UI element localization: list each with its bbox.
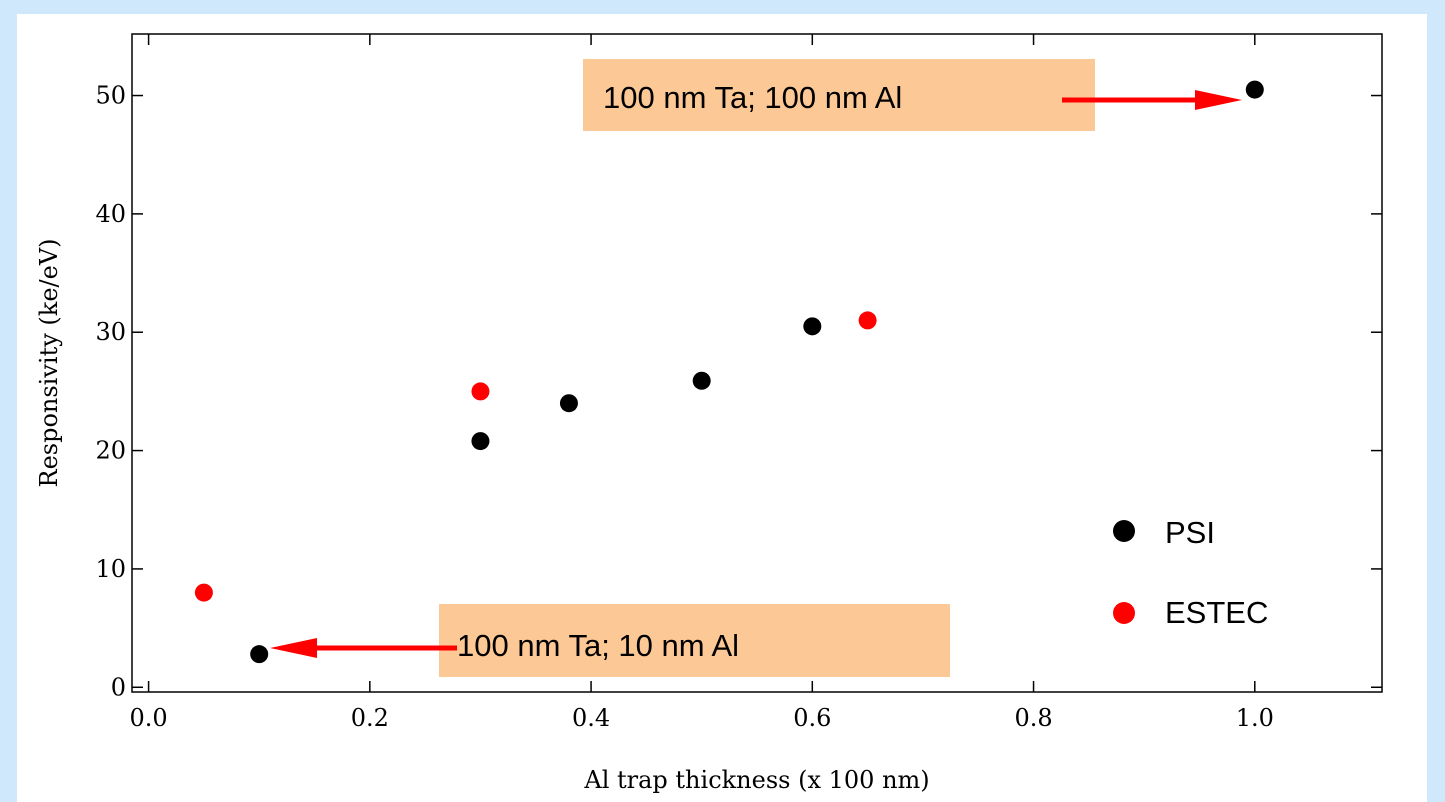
data-point-estec <box>471 382 490 401</box>
scatter-chart: 0.0 0.2 0.4 0.6 0.8 1.0 0 10 20 30 40 50 100 nm Ta… <box>35 33 1383 794</box>
y-tick-label: 20 <box>95 437 126 465</box>
x-tick-label: 0.6 <box>793 704 831 732</box>
y-axis-ticks: 0 10 20 30 40 50 <box>95 82 1382 701</box>
annotation-bottom-text: 100 nm Ta; 10 nm Al <box>457 628 739 663</box>
legend-label-estec: ESTEC <box>1165 595 1268 630</box>
annotation-bottom-arrowhead <box>270 638 317 658</box>
legend-marker-estec <box>1113 602 1135 624</box>
y-tick-label: 40 <box>95 200 126 228</box>
annotation-top-box <box>583 59 1095 131</box>
annotation-top-text: 100 nm Ta; 100 nm Al <box>603 80 902 115</box>
legend-label-psi: PSI <box>1165 515 1215 550</box>
data-point-psi <box>471 432 490 451</box>
y-tick-label: 0 <box>111 673 126 701</box>
data-point-estec <box>858 311 877 330</box>
annotation-top: 100 nm Ta; 100 nm Al <box>583 59 1242 131</box>
y-tick-label: 10 <box>95 555 126 583</box>
chart-panel: 0.0 0.2 0.4 0.6 0.8 1.0 0 10 20 30 40 50 100 nm Ta… <box>17 14 1427 802</box>
data-point-psi <box>692 371 711 390</box>
annotation-bottom-box <box>439 604 950 677</box>
y-axis-title: Responsivity (ke/eV) <box>35 238 63 487</box>
data-point-psi <box>803 317 822 336</box>
annotation-bottom: 100 nm Ta; 10 nm Al <box>270 604 950 677</box>
y-tick-label: 30 <box>95 318 126 346</box>
x-tick-label: 0.8 <box>1014 704 1052 732</box>
plot-frame <box>131 33 1383 693</box>
x-tick-label: 1.0 <box>1236 704 1274 732</box>
data-point-estec <box>194 583 213 602</box>
data-point-psi <box>250 645 269 664</box>
data-points <box>194 80 1264 664</box>
legend: PSI ESTEC <box>1113 515 1268 630</box>
legend-marker-psi <box>1113 520 1135 542</box>
x-axis-ticks: 0.0 0.2 0.4 0.6 0.8 1.0 <box>130 34 1274 732</box>
y-tick-label: 50 <box>95 82 126 110</box>
x-tick-label: 0.0 <box>130 704 168 732</box>
data-point-psi <box>1245 80 1264 99</box>
x-tick-label: 0.2 <box>351 704 389 732</box>
x-axis-title: Al trap thickness (x 100 nm) <box>583 766 929 794</box>
annotation-top-arrowhead <box>1195 90 1242 110</box>
data-point-psi <box>559 394 578 413</box>
x-tick-label: 0.4 <box>572 704 610 732</box>
